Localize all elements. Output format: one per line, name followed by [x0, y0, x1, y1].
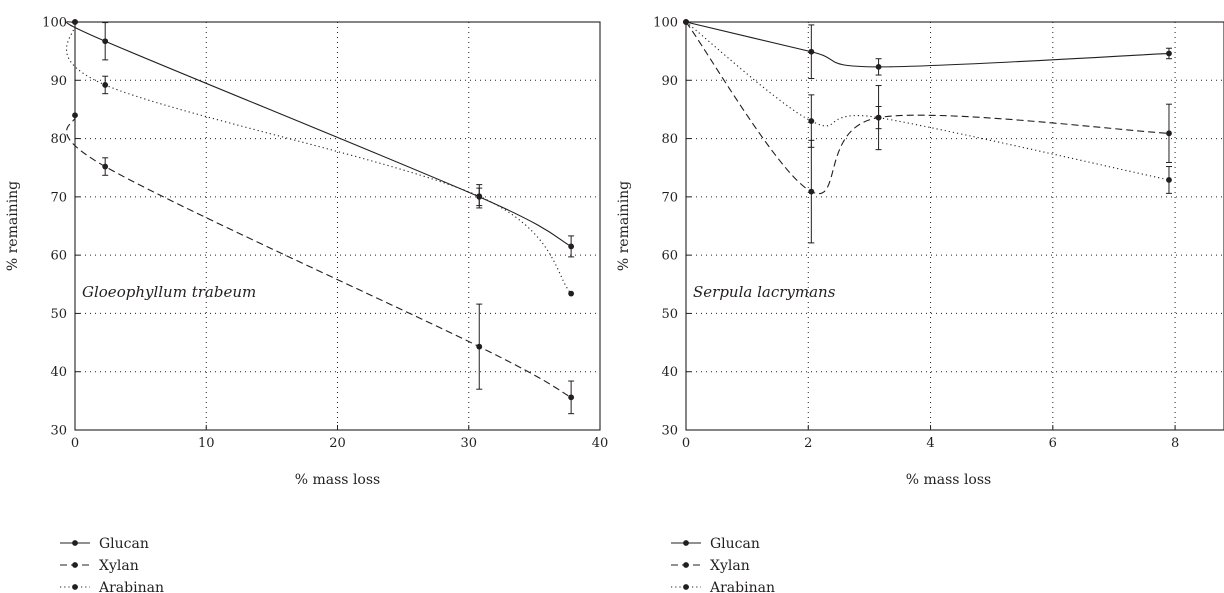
legend-marker — [683, 584, 689, 590]
y-tick-label: 30 — [50, 424, 67, 439]
chart-panel-1: 30 40 50 60 70 80 90 100 0 10 20 30 40 % mass loss % r… — [5, 16, 608, 593]
data-point — [1166, 130, 1172, 137]
y-tick-label: 100 — [42, 16, 67, 31]
x-axis-title: % mass loss — [906, 472, 991, 488]
x-tick-label: 0 — [71, 436, 79, 451]
data-point — [568, 394, 575, 401]
chart-panel-2: 30 40 50 60 70 80 90 100 0 2 4 6 8 % mass loss % remai… — [616, 16, 1224, 593]
gridlines — [686, 21, 1224, 430]
series-arabinan — [683, 19, 1172, 194]
legend-marker — [72, 562, 78, 568]
y-tick-label: 60 — [50, 249, 67, 264]
legend-label: Xylan — [710, 558, 750, 574]
y-tick-label: 80 — [50, 132, 67, 147]
data-point — [808, 48, 815, 55]
data-point — [476, 193, 483, 200]
x-axis-title: % mass loss — [295, 472, 380, 488]
series-line — [66, 21, 572, 294]
legend: Glucan Xylan Arabinan — [671, 536, 775, 593]
x-tick-label: 6 — [1049, 436, 1057, 451]
x-tick-label: 40 — [592, 436, 609, 451]
legend-item-glucan: Glucan — [60, 536, 149, 552]
data-point — [808, 188, 815, 195]
series-xylan — [683, 19, 1172, 244]
y-tick-label: 100 — [653, 16, 678, 31]
legend-marker — [72, 584, 78, 590]
y-tick-label: 40 — [661, 365, 678, 380]
y-tick-label: 60 — [661, 249, 678, 264]
series-xylan — [66, 112, 575, 415]
legend-item-xylan: Xylan — [671, 558, 750, 574]
data-point — [1166, 177, 1172, 183]
series-glucan — [683, 19, 1172, 80]
legend-label: Arabinan — [98, 580, 164, 593]
x-tick-label: 2 — [804, 436, 812, 451]
y-tick-label: 30 — [661, 424, 678, 439]
series-line — [685, 21, 1170, 181]
legend-item-glucan: Glucan — [671, 536, 760, 552]
y-tick-label: 50 — [661, 307, 678, 322]
data-point — [1166, 50, 1172, 57]
legend-label: Xylan — [99, 558, 139, 574]
y-tick-label: 70 — [50, 190, 67, 205]
y-axis-title: % remaining — [5, 181, 21, 271]
legend-label: Glucan — [99, 536, 149, 552]
legend: Glucan Xylan Arabinan — [60, 536, 164, 593]
series-line — [66, 21, 572, 247]
y-tick-label: 90 — [661, 74, 678, 89]
x-tick-label: 30 — [460, 436, 477, 451]
y-axis-title: % remaining — [616, 181, 632, 271]
x-tick-label: 0 — [682, 436, 690, 451]
data-point — [683, 19, 689, 25]
y-tick-label: 70 — [661, 190, 678, 205]
data-point — [808, 118, 815, 124]
data-point — [875, 114, 882, 121]
data-point — [102, 82, 109, 88]
series-line — [66, 114, 572, 398]
legend-item-arabinan: Arabinan — [671, 580, 775, 593]
legend-item-xylan: Xylan — [60, 558, 139, 574]
data-point — [102, 38, 109, 45]
series-line — [685, 21, 1170, 195]
data-point — [72, 112, 78, 119]
y-tick-label: 40 — [50, 365, 67, 380]
data-point — [568, 243, 575, 250]
x-tick-label: 20 — [329, 436, 346, 451]
legend-label: Arabinan — [709, 580, 775, 593]
data-point — [72, 19, 78, 25]
plot-frame — [74, 21, 601, 431]
legend-label: Glucan — [710, 536, 760, 552]
series-glucan — [66, 19, 575, 258]
gridlines — [75, 21, 601, 430]
legend-marker — [683, 540, 689, 546]
species-annotation: Gloeophyllum trabeum — [82, 283, 256, 301]
data-point — [476, 343, 483, 350]
legend-marker — [72, 540, 78, 546]
data-point — [102, 163, 109, 170]
y-tick-label: 80 — [661, 132, 678, 147]
x-tick-label: 4 — [926, 436, 934, 451]
series-arabinan — [66, 19, 575, 297]
data-point — [875, 63, 882, 70]
plot-frame — [685, 21, 1224, 431]
y-tick-label: 50 — [50, 307, 67, 322]
legend-item-arabinan: Arabinan — [60, 580, 164, 593]
legend-marker — [683, 562, 689, 568]
data-point — [568, 290, 575, 297]
series-line — [685, 21, 1170, 68]
x-tick-label: 8 — [1171, 436, 1179, 451]
x-tick-label: 10 — [198, 436, 215, 451]
y-tick-label: 90 — [50, 74, 67, 89]
species-annotation: Serpula lacrymans — [693, 283, 836, 301]
